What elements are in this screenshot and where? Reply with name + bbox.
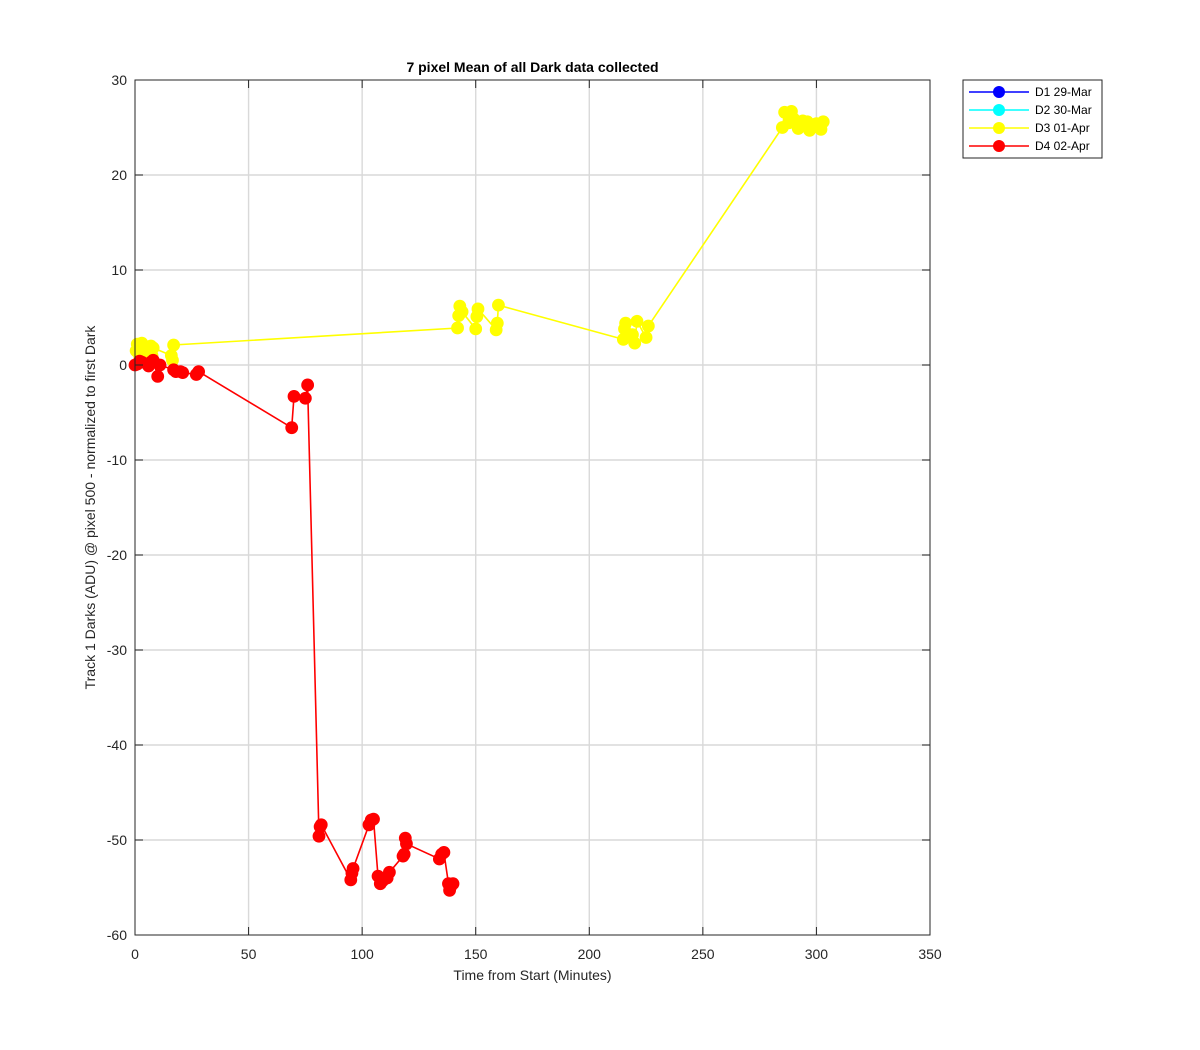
legend-swatch-marker xyxy=(993,86,1005,98)
data-point xyxy=(400,837,413,851)
data-point xyxy=(314,818,328,832)
legend-item: D1 29-Mar xyxy=(969,85,1092,99)
x-tick-label: 150 xyxy=(464,946,488,962)
legend-swatch-marker xyxy=(993,104,1005,116)
data-point xyxy=(446,877,460,891)
y-tick-label: -40 xyxy=(107,737,127,753)
data-point xyxy=(146,341,160,355)
y-tick-label: 30 xyxy=(111,72,127,88)
axes-frame xyxy=(134,79,931,936)
data-point xyxy=(367,812,380,826)
grid xyxy=(135,80,930,935)
data-point xyxy=(397,847,411,861)
data-point xyxy=(455,305,469,319)
data-point xyxy=(619,316,633,330)
x-tick-label: 250 xyxy=(691,946,715,962)
data-point xyxy=(628,336,642,350)
data-point xyxy=(816,115,830,129)
data-point xyxy=(639,331,653,344)
series-layer xyxy=(128,104,830,897)
y-tick-label: -10 xyxy=(107,452,127,468)
data-point xyxy=(285,421,299,435)
data-point xyxy=(490,316,504,330)
x-tick-label: 50 xyxy=(241,946,257,962)
data-point xyxy=(167,338,181,352)
data-point xyxy=(641,319,655,333)
legend-item: D4 02-Apr xyxy=(969,139,1090,153)
x-tick-label: 300 xyxy=(805,946,829,962)
data-point xyxy=(630,314,644,328)
legend-swatch-marker xyxy=(993,140,1005,152)
data-point xyxy=(471,302,485,316)
data-point xyxy=(469,322,483,336)
y-tick-label: -50 xyxy=(107,832,127,848)
legend: D1 29-Mar D2 30-Mar D3 01-Apr D4 02-Apr xyxy=(962,79,1103,159)
y-tick-label: 20 xyxy=(111,167,127,183)
data-point xyxy=(287,389,301,403)
legend-swatch-marker xyxy=(993,122,1005,134)
x-tick-label: 100 xyxy=(350,946,374,962)
y-tick-label: -20 xyxy=(107,547,127,563)
data-point xyxy=(492,298,505,312)
legend-item: D3 01-Apr xyxy=(969,121,1090,135)
axis-ticks: 0 50 100 150 200 250 300 3503020100-10-20-30-40… xyxy=(107,72,942,962)
data-point xyxy=(151,369,165,383)
y-tick-label: -60 xyxy=(107,927,127,943)
plot-area xyxy=(135,80,930,935)
series-3 xyxy=(129,104,830,367)
legend-label: D3 01-Apr xyxy=(1035,121,1090,135)
y-tick-label: 0 xyxy=(119,357,127,373)
series-4 xyxy=(128,353,460,897)
legend-box xyxy=(962,79,1103,159)
x-tick-label: 200 xyxy=(578,946,602,962)
data-point xyxy=(346,862,360,875)
data-point xyxy=(176,366,190,380)
data-point xyxy=(192,365,206,379)
y-tick-label: -30 xyxy=(107,642,127,658)
x-tick-label: 350 xyxy=(918,946,942,962)
data-point xyxy=(437,845,451,859)
legend-item: D2 30-Mar xyxy=(969,103,1092,117)
data-point xyxy=(382,865,396,879)
y-axis-label: Track 1 Darks (ADU) @ pixel 500 - normal… xyxy=(82,325,98,690)
legend-label: D1 29-Mar xyxy=(1035,85,1092,99)
y-tick-label: 10 xyxy=(111,262,127,278)
data-point xyxy=(298,391,312,405)
legend-label: D2 30-Mar xyxy=(1035,103,1092,117)
legend-label: D4 02-Apr xyxy=(1035,139,1090,153)
data-point xyxy=(451,321,464,335)
chart-title: 7 pixel Mean of all Dark data collected xyxy=(406,59,658,75)
x-axis-label: Time from Start (Minutes) xyxy=(453,967,611,983)
x-tick-label: 0 xyxy=(131,946,139,962)
data-point xyxy=(301,378,315,392)
data-point xyxy=(153,358,167,372)
